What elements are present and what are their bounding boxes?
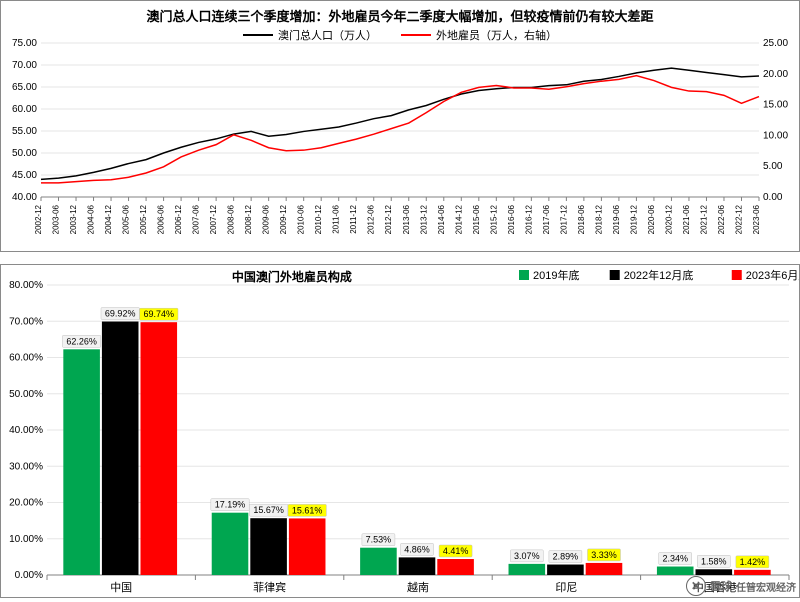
svg-text:40.00%: 40.00% bbox=[9, 425, 43, 436]
top-line-chart: 澳门总人口连续三个季度增加：外地雇员今年二季度大幅增加，但较疫情前仍有较大差距 … bbox=[0, 0, 800, 252]
svg-text:2004-06: 2004-06 bbox=[87, 204, 96, 234]
svg-text:30.00%: 30.00% bbox=[9, 461, 43, 472]
svg-text:2019年底: 2019年底 bbox=[533, 268, 579, 282]
svg-text:40.00: 40.00 bbox=[12, 192, 37, 203]
svg-text:2020-12: 2020-12 bbox=[664, 204, 673, 234]
svg-text:2.34%: 2.34% bbox=[662, 554, 688, 564]
svg-text:2022-06: 2022-06 bbox=[717, 204, 726, 234]
svg-text:3.33%: 3.33% bbox=[591, 550, 617, 560]
svg-text:25.00: 25.00 bbox=[763, 39, 788, 49]
svg-text:70.00: 70.00 bbox=[12, 60, 37, 71]
svg-text:50.00%: 50.00% bbox=[9, 389, 43, 400]
svg-text:45.00: 45.00 bbox=[12, 170, 37, 181]
svg-text:2004-12: 2004-12 bbox=[104, 204, 113, 234]
svg-text:7.53%: 7.53% bbox=[366, 535, 392, 545]
svg-text:2012-12: 2012-12 bbox=[384, 204, 393, 234]
svg-text:60.00: 60.00 bbox=[12, 104, 37, 115]
svg-text:2017-12: 2017-12 bbox=[559, 204, 568, 234]
bottom-bar-chart: 0.00% 10.00% 20.00% 30.00% 40.00% 50.00% 60.00… bbox=[0, 264, 800, 598]
svg-text:60.00%: 60.00% bbox=[9, 353, 43, 364]
svg-text:2002-12: 2002-12 bbox=[34, 204, 43, 234]
svg-text:1.42%: 1.42% bbox=[740, 557, 766, 567]
svg-text:2015-12: 2015-12 bbox=[489, 204, 498, 234]
svg-text:2017-06: 2017-06 bbox=[542, 204, 551, 234]
legend-line-icon bbox=[401, 34, 431, 36]
top-chart-title: 澳门总人口连续三个季度增加：外地雇员今年二季度大幅增加，但较疫情前仍有较大差距 bbox=[1, 1, 799, 25]
svg-text:2021-12: 2021-12 bbox=[699, 204, 708, 234]
svg-text:55.00: 55.00 bbox=[12, 126, 37, 137]
svg-text:15.67%: 15.67% bbox=[253, 505, 284, 515]
svg-text:2023年6月底: 2023年6月底 bbox=[746, 268, 799, 282]
svg-text:4.41%: 4.41% bbox=[443, 546, 469, 556]
svg-text:2007-06: 2007-06 bbox=[192, 204, 201, 234]
svg-text:2005-12: 2005-12 bbox=[139, 204, 148, 234]
svg-text:2006-06: 2006-06 bbox=[157, 204, 166, 234]
svg-text:2011-12: 2011-12 bbox=[349, 204, 358, 233]
svg-text:62.26%: 62.26% bbox=[66, 336, 97, 346]
bottom-chart-plot: 0.00% 10.00% 20.00% 30.00% 40.00% 50.00% 60.00… bbox=[1, 265, 799, 597]
legend-line-icon bbox=[243, 34, 273, 36]
svg-text:2022年12月底: 2022年12月底 bbox=[624, 268, 694, 282]
svg-text:2007-12: 2007-12 bbox=[209, 204, 218, 234]
svg-text:2008-12: 2008-12 bbox=[244, 204, 253, 234]
svg-text:2014-12: 2014-12 bbox=[454, 204, 463, 234]
svg-text:3.07%: 3.07% bbox=[514, 551, 540, 561]
svg-text:69.92%: 69.92% bbox=[105, 309, 136, 319]
svg-text:2018-06: 2018-06 bbox=[577, 204, 586, 234]
svg-text:2013-12: 2013-12 bbox=[419, 204, 428, 234]
svg-text:0.00%: 0.00% bbox=[15, 570, 43, 581]
svg-text:2005-06: 2005-06 bbox=[122, 204, 131, 234]
svg-text:70.00%: 70.00% bbox=[9, 316, 43, 327]
svg-text:10.00: 10.00 bbox=[763, 130, 788, 141]
svg-text:2013-06: 2013-06 bbox=[402, 204, 411, 234]
svg-text:中国澳门外地雇员构成: 中国澳门外地雇员构成 bbox=[232, 269, 352, 284]
svg-text:2019-06: 2019-06 bbox=[612, 204, 621, 234]
top-chart-plot: 40.00 45.00 50.00 55.00 60.00 65.00 70.00 75.00… bbox=[1, 39, 799, 253]
svg-text:2008-06: 2008-06 bbox=[227, 204, 236, 234]
svg-text:2003-06: 2003-06 bbox=[52, 204, 61, 234]
svg-text:5.00: 5.00 bbox=[763, 161, 783, 172]
watermark-text-b: 任暜宏观经济 bbox=[736, 579, 796, 594]
svg-text:17.19%: 17.19% bbox=[215, 500, 246, 510]
svg-text:2006-12: 2006-12 bbox=[174, 204, 183, 234]
svg-text:2.89%: 2.89% bbox=[553, 552, 579, 562]
svg-text:10.00%: 10.00% bbox=[9, 534, 43, 545]
svg-text:20.00: 20.00 bbox=[763, 69, 788, 80]
svg-text:75.00: 75.00 bbox=[12, 39, 37, 49]
watermark-icon: ✕ bbox=[686, 576, 706, 596]
svg-text:2010-12: 2010-12 bbox=[314, 204, 323, 234]
svg-text:2016-06: 2016-06 bbox=[507, 204, 516, 234]
svg-text:2023-06: 2023-06 bbox=[752, 204, 761, 234]
svg-text:2015-06: 2015-06 bbox=[472, 204, 481, 234]
svg-text:69.74%: 69.74% bbox=[144, 309, 175, 319]
svg-text:印尼: 印尼 bbox=[555, 581, 577, 594]
svg-text:2010-06: 2010-06 bbox=[297, 204, 306, 234]
svg-text:2012-06: 2012-06 bbox=[367, 204, 376, 234]
svg-text:2003-12: 2003-12 bbox=[69, 204, 78, 234]
svg-text:1.58%: 1.58% bbox=[701, 556, 727, 566]
svg-text:2018-12: 2018-12 bbox=[594, 204, 603, 234]
svg-text:50.00: 50.00 bbox=[12, 148, 37, 159]
svg-text:中国: 中国 bbox=[110, 581, 132, 594]
svg-text:65.00: 65.00 bbox=[12, 82, 37, 93]
svg-text:2019-12: 2019-12 bbox=[629, 204, 638, 234]
svg-text:2020-06: 2020-06 bbox=[647, 204, 656, 234]
svg-text:0.00: 0.00 bbox=[763, 192, 783, 203]
svg-text:菲律宾: 菲律宾 bbox=[253, 580, 286, 594]
svg-text:2009-12: 2009-12 bbox=[279, 204, 288, 234]
svg-text:20.00%: 20.00% bbox=[9, 498, 43, 509]
svg-text:2016-12: 2016-12 bbox=[524, 204, 533, 234]
svg-text:2021-06: 2021-06 bbox=[682, 204, 691, 234]
watermark-text-a: 雪球 bbox=[710, 578, 732, 594]
svg-text:2009-06: 2009-06 bbox=[262, 204, 271, 234]
svg-text:2014-06: 2014-06 bbox=[437, 204, 446, 234]
watermark: ✕ 雪球 任暜宏观经济 bbox=[686, 576, 796, 596]
svg-text:越南: 越南 bbox=[407, 580, 429, 594]
svg-text:80.00%: 80.00% bbox=[9, 280, 43, 291]
svg-text:2022-12: 2022-12 bbox=[734, 204, 743, 234]
svg-text:15.61%: 15.61% bbox=[292, 505, 323, 515]
svg-text:15.00: 15.00 bbox=[763, 100, 788, 111]
svg-text:2011-06: 2011-06 bbox=[332, 204, 341, 233]
svg-text:4.86%: 4.86% bbox=[404, 544, 430, 554]
